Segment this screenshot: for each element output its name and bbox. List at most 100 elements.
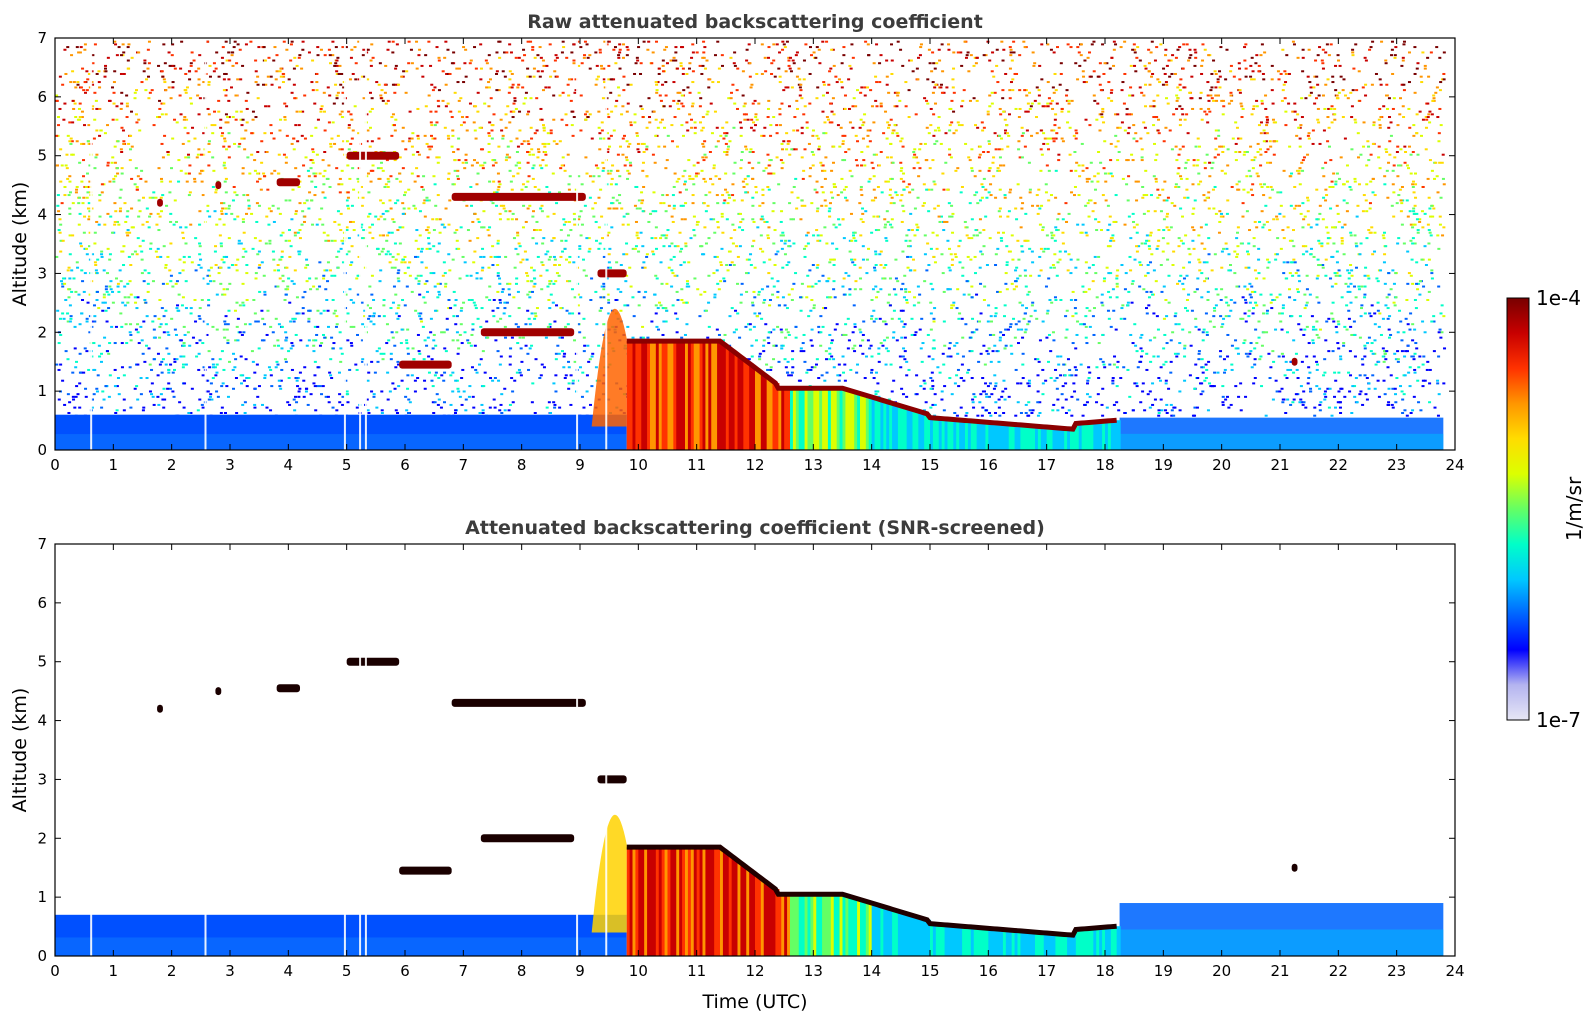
top-x-tick-label: 3 xyxy=(225,456,235,474)
top-boundary-layer-late-core xyxy=(1119,433,1444,450)
bottom-x-tick-label: 21 xyxy=(1270,962,1289,980)
top-y-tick-label: 1 xyxy=(37,382,47,400)
bottom-y-axis-label: Altitude (km) xyxy=(9,688,31,813)
top-x-tick-label: 19 xyxy=(1154,456,1173,474)
bottom-x-tick-label: 17 xyxy=(1037,962,1056,980)
colorbar-min-label: 1e-7 xyxy=(1536,708,1581,732)
bottom-x-tick-label: 7 xyxy=(459,962,469,980)
bottom-y-tick-label: 0 xyxy=(37,947,47,965)
top-x-tick-label: 23 xyxy=(1387,456,1406,474)
top-y-axis-label: Altitude (km) xyxy=(9,182,31,307)
top-cloud-layer xyxy=(451,192,586,201)
bottom-cloud-layer xyxy=(399,866,452,875)
bottom-y-tick-label: 6 xyxy=(37,594,47,612)
top-cloud-layer xyxy=(597,269,627,278)
top-cloud-layer xyxy=(276,178,300,187)
top-cloud-layer xyxy=(480,328,575,337)
bottom-plume xyxy=(591,814,627,933)
top-x-tick-label: 16 xyxy=(979,456,998,474)
bottom-cloud-layer xyxy=(346,657,400,666)
top-x-tick-label: 6 xyxy=(400,456,410,474)
top-cloud-base-line xyxy=(626,338,1117,432)
bottom-x-tick-label: 11 xyxy=(687,962,706,980)
top-noise-field xyxy=(55,40,1447,417)
top-x-tick-label: 5 xyxy=(342,456,352,474)
bottom-x-tick-label: 12 xyxy=(745,962,764,980)
top-cloud-layer xyxy=(399,360,452,369)
bottom-y-tick-label: 4 xyxy=(37,712,47,730)
bottom-x-tick-label: 13 xyxy=(804,962,823,980)
top-x-tick-label: 9 xyxy=(575,456,585,474)
colorbar-fill xyxy=(1506,297,1530,721)
bottom-x-tick-label: 22 xyxy=(1329,962,1348,980)
bottom-x-tick-label: 9 xyxy=(575,962,585,980)
bottom-ticks: 0 1 2 3 4 5 6 7 8 9 10 11 12 13 14 15 16 17 18 19 20 21 22 23 24… xyxy=(37,535,1464,980)
top-y-tick-label: 5 xyxy=(37,147,47,165)
top-cloud-layer xyxy=(346,151,400,160)
top-y-tick-label: 7 xyxy=(37,29,47,47)
bottom-x-tick-label: 1 xyxy=(109,962,119,980)
top-panel-title: Raw attenuated backscattering coefficien… xyxy=(527,11,983,33)
bottom-x-tick-label: 15 xyxy=(920,962,939,980)
top-x-tick-label: 22 xyxy=(1329,456,1348,474)
top-cloud-layer xyxy=(1291,357,1298,366)
bottom-cloud-layer xyxy=(215,687,222,696)
top-y-tick-label: 0 xyxy=(37,441,47,459)
top-x-tick-label: 0 xyxy=(50,456,60,474)
bottom-x-tick-label: 6 xyxy=(400,962,410,980)
bottom-heatmap xyxy=(55,544,1444,956)
bottom-y-tick-label: 5 xyxy=(37,653,47,671)
bottom-y-tick-label: 3 xyxy=(37,770,47,788)
top-cloud-column xyxy=(626,341,1121,450)
top-y-tick-label: 6 xyxy=(37,88,47,106)
top-cloud-layer xyxy=(157,198,163,207)
top-plume xyxy=(591,308,627,427)
bottom-x-tick-label: 0 xyxy=(50,962,60,980)
top-boundary-layer-core xyxy=(55,434,627,450)
top-x-tick-label: 14 xyxy=(862,456,881,474)
bottom-cloud-layer xyxy=(276,684,300,693)
bottom-x-tick-label: 19 xyxy=(1154,962,1173,980)
bottom-panel-title: Attenuated backscattering coefficient (S… xyxy=(465,517,1045,539)
top-y-tick-label: 3 xyxy=(37,264,47,282)
bottom-x-tick-label: 4 xyxy=(284,962,294,980)
top-x-tick-label: 2 xyxy=(167,456,177,474)
top-x-tick-label: 11 xyxy=(687,456,706,474)
top-x-tick-label: 21 xyxy=(1270,456,1289,474)
top-x-tick-label: 18 xyxy=(1095,456,1114,474)
top-x-tick-label: 10 xyxy=(629,456,648,474)
bottom-boundary-layer-late-core xyxy=(1119,929,1444,956)
bottom-y-tick-label: 1 xyxy=(37,888,47,906)
top-cloud-layer xyxy=(215,181,222,190)
bottom-x-tick-label: 3 xyxy=(225,962,235,980)
bottom-x-tick-label: 5 xyxy=(342,962,352,980)
colorbar-unit-label: 1/m/sr xyxy=(1562,476,1586,541)
top-x-tick-label: 17 xyxy=(1037,456,1056,474)
top-heatmap xyxy=(55,38,1447,450)
bottom-x-tick-label: 14 xyxy=(862,962,881,980)
bottom-cloud-layer xyxy=(451,698,586,707)
top-x-tick-label: 24 xyxy=(1445,456,1464,474)
top-panel: Raw attenuated backscattering coefficien… xyxy=(9,11,1465,474)
bottom-x-tick-label: 2 xyxy=(167,962,177,980)
bottom-y-tick-label: 7 xyxy=(37,535,47,553)
bottom-cloud-layer xyxy=(480,834,575,843)
bottom-panel: Attenuated backscattering coefficient (S… xyxy=(9,517,1465,1013)
top-y-tick-label: 4 xyxy=(37,206,47,224)
bottom-cloud-layer xyxy=(597,775,627,784)
x-axis-label: Time (UTC) xyxy=(701,991,807,1013)
top-y-tick-label: 2 xyxy=(37,323,47,341)
bottom-x-tick-label: 16 xyxy=(979,962,998,980)
bottom-boundary-layer-core xyxy=(55,937,627,956)
bottom-x-tick-label: 20 xyxy=(1212,962,1231,980)
top-x-tick-label: 13 xyxy=(804,456,823,474)
bottom-cloud-layer xyxy=(157,704,163,713)
top-x-tick-label: 12 xyxy=(745,456,764,474)
top-x-tick-label: 1 xyxy=(109,456,119,474)
bottom-y-tick-label: 2 xyxy=(37,829,47,847)
colorbar: 1e-4 1e-7 1/m/sr xyxy=(1506,286,1586,732)
top-ticks: 0 1 2 3 4 5 6 7 8 9 10 11 12 13 14 15 16 17 18 19 20 21 22 23 24… xyxy=(37,29,1464,474)
bottom-x-tick-label: 23 xyxy=(1387,962,1406,980)
bottom-x-tick-label: 10 xyxy=(629,962,648,980)
